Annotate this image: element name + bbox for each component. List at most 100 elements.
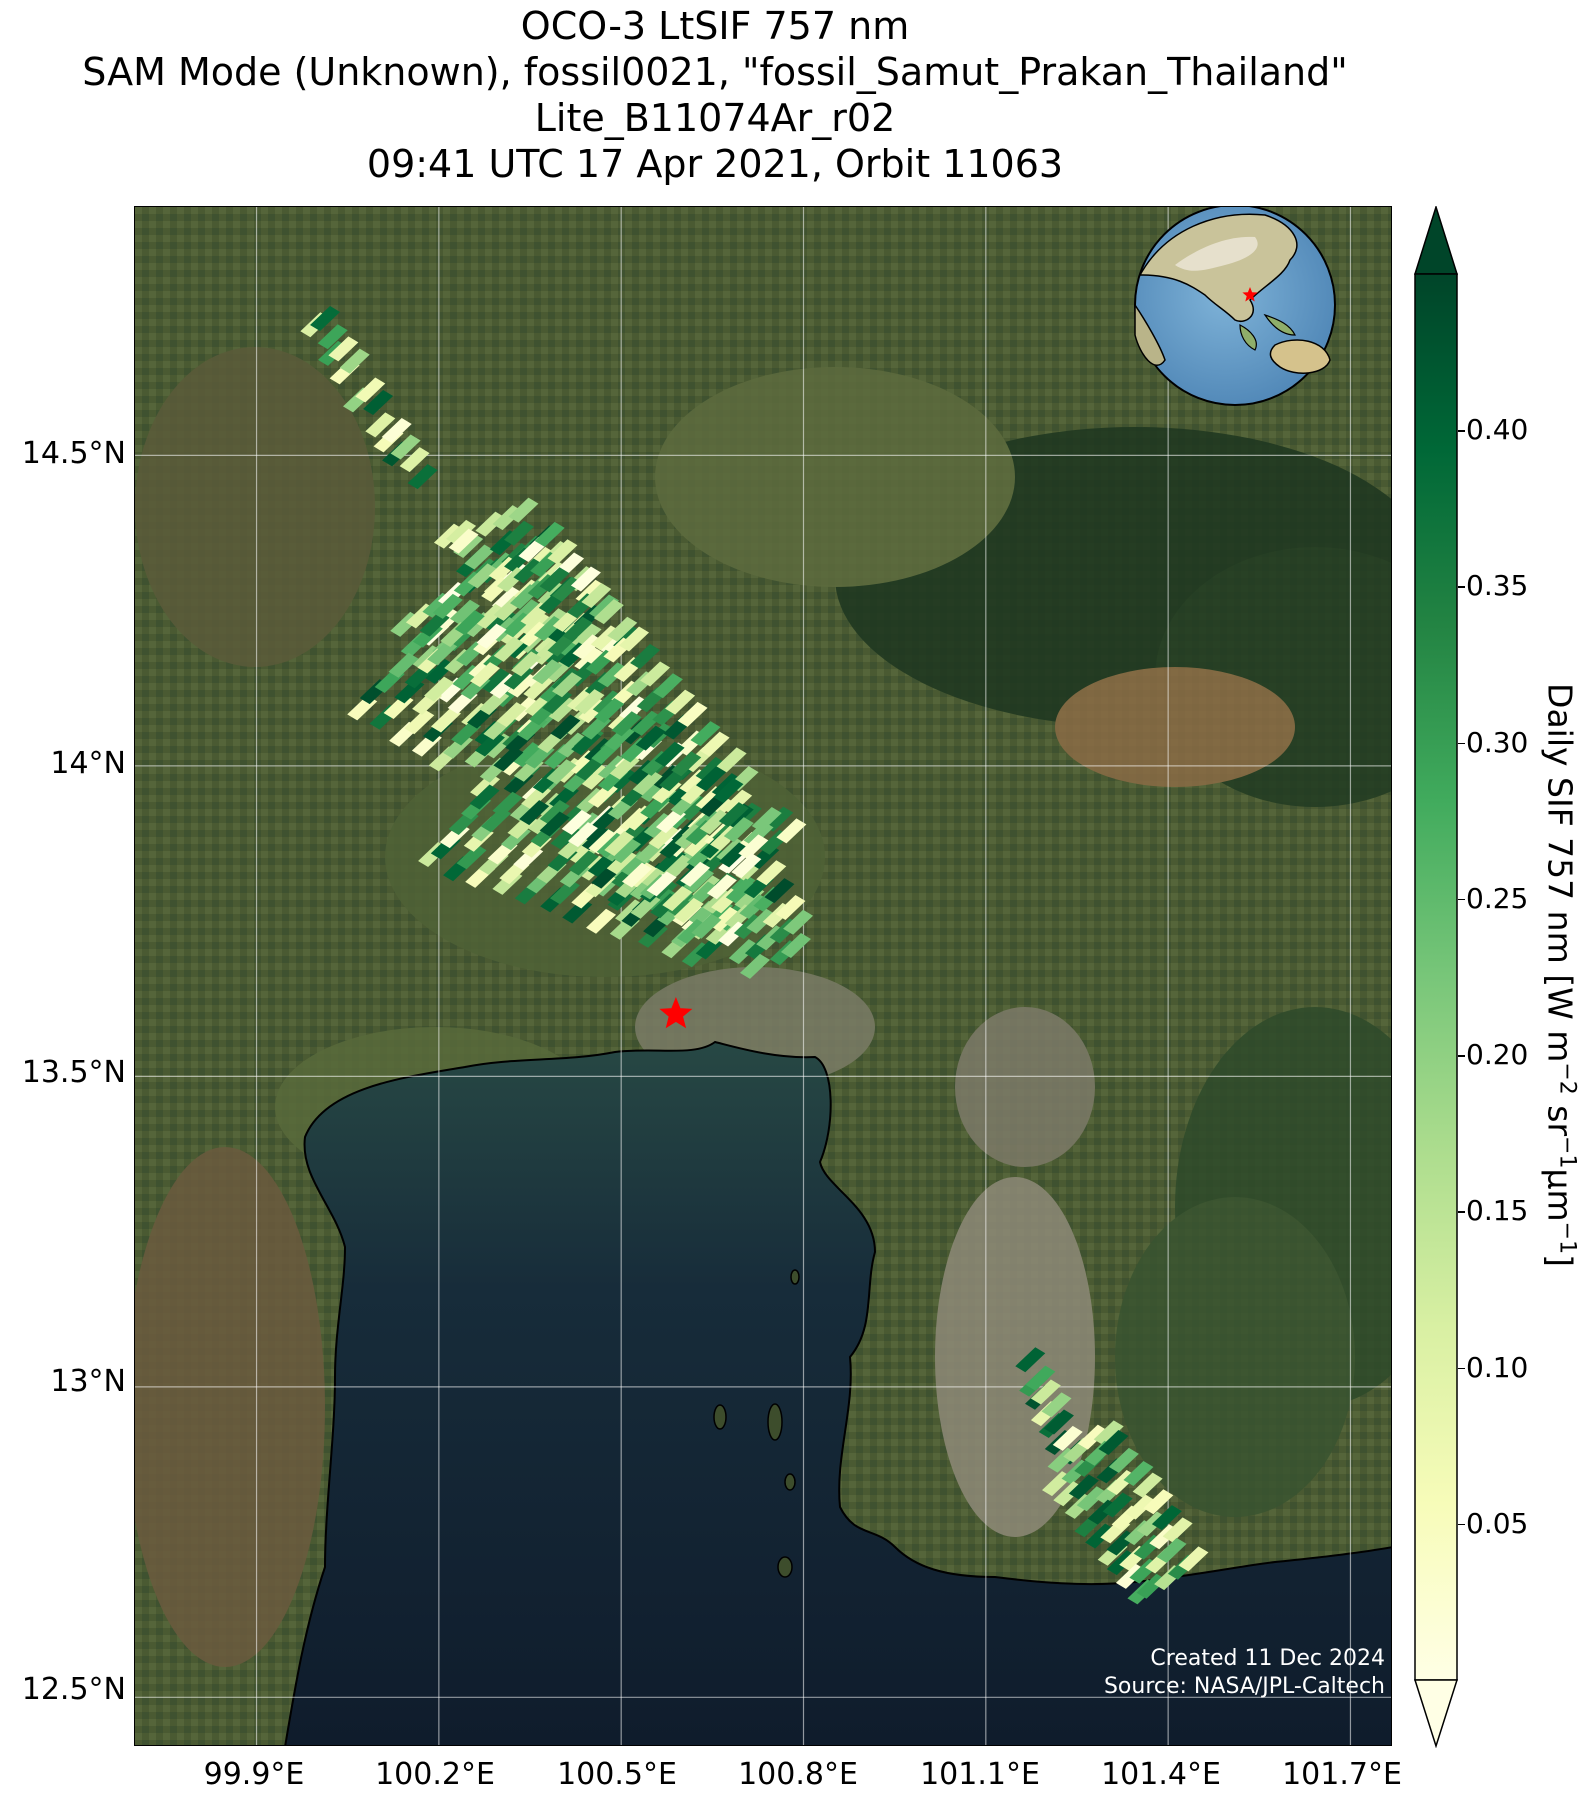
sif-footprint [1068,1474,1099,1500]
colorbar-tick-label: 0.20 [1466,1038,1529,1072]
sif-footprint [1085,1523,1116,1549]
colorbar-tick-label: 0.35 [1466,569,1529,603]
sif-footprint [640,661,671,687]
sif-footprint [635,725,666,751]
sif-footprint [532,659,563,685]
sif-footprint [1093,1420,1124,1446]
sif-footprint [611,838,642,864]
sif-footprint [594,698,625,724]
inset-target-star [1242,287,1258,302]
sif-footprint [365,412,396,438]
sif-footprint [568,850,599,876]
sif-footprint [673,897,704,923]
sif-footprint [571,623,602,649]
sif-footprint [570,566,601,592]
sif-footprint [493,636,524,662]
plot-title-line3: Lite_B11074Ar_r02 [534,96,896,140]
sif-footprint [449,599,480,625]
inset-globe [1134,207,1336,406]
sif-footprint [1041,1392,1072,1418]
sif-footprint [381,418,412,444]
sif-footprint [719,842,750,868]
colorbar-tick-label: 0.10 [1466,1350,1529,1384]
sif-footprint [523,674,554,700]
colorbar-tick-mark [1458,430,1465,432]
sif-footprint [631,710,662,736]
sif-footprint [454,610,485,636]
lat-tick-label: 14.5°N [21,436,126,471]
sif-footprint [539,567,570,593]
sif-footprint [691,913,722,939]
lon-tick-label: 101.1°E [920,1757,1040,1792]
sif-footprint [722,789,753,815]
colorbar-tick-mark [1458,1523,1465,1526]
sif-footprint [1178,1546,1209,1572]
gridlines [135,207,1391,1745]
sif-footprint [567,822,598,848]
sif-footprint [619,626,650,652]
sif-footprint [723,817,754,843]
sif-footprint [534,616,565,642]
sif-footprint [713,778,744,804]
lon-tick-label: 100.2°E [375,1757,495,1792]
sif-footprint [561,809,592,835]
sif-footprint [776,818,807,844]
sif-footprint [539,811,570,837]
sif-footprint [534,521,565,547]
sif-footprint [492,791,523,817]
sif-footprint [716,747,747,773]
colorbar-tick-label: 0.40 [1466,413,1529,447]
sif-footprint [738,834,769,860]
sif-footprint [1077,1424,1108,1450]
sif-footprint [725,878,756,904]
sif-footprint [586,908,617,934]
colorbar-tick-mark [1458,586,1465,588]
sif-footprint [581,582,612,608]
sif-footprint [764,878,795,904]
sif-footprint [551,672,582,698]
colorbar-tick-mark [1458,1211,1465,1213]
sif-footprint [1043,1409,1074,1435]
credit-created: Created 11 Dec 2024 [1150,1646,1385,1671]
sif-footprint [756,860,787,886]
sif-footprint [604,725,635,751]
sif-footprint [728,939,759,965]
lon-tick-label: 99.9°E [203,1757,305,1792]
sif-footprint [339,348,370,374]
lon-tick-label: 100.5°E [557,1757,677,1792]
sif-footprint [1108,1447,1139,1473]
sif-footprint [467,563,498,589]
sif-footprint [746,908,777,934]
map-panel[interactable] [134,206,1392,1746]
sif-footprint [388,652,419,678]
sif-footprint [1143,1489,1174,1515]
credit-text: Created 11 Dec 2024 Source: NASA/JPL-Cal… [1104,1645,1385,1701]
sif-footprint [390,434,421,460]
sif-footprint [731,853,762,879]
sif-footprint [648,824,679,850]
sif-footprint [483,733,514,759]
sif-footprint [480,668,511,694]
sif-footprint [539,800,570,826]
sif-footprint [611,711,642,737]
lon-tick-label: 101.7°E [1282,1757,1402,1792]
sif-footprint [453,533,484,559]
colorbar-min-extend [1414,1679,1459,1748]
sif-footprint [432,593,463,619]
sif-footprint [710,906,741,932]
sif-footprint [464,544,495,570]
sif-footprint [511,651,542,677]
sif-footprint [1162,1517,1193,1543]
sif-footprint [456,844,487,870]
sif-footprint [706,874,737,900]
sif-footprint [399,447,430,473]
sif-footprint [310,305,341,331]
sif-footprint [597,662,628,688]
map-canvas [135,207,1391,1745]
colorbar-tick-mark [1458,742,1465,745]
sif-footprint [562,616,593,642]
colorbar [1414,206,1459,1748]
sif-footprint [695,766,726,792]
sif-footprint [574,647,605,673]
sif-footprint [662,886,693,912]
